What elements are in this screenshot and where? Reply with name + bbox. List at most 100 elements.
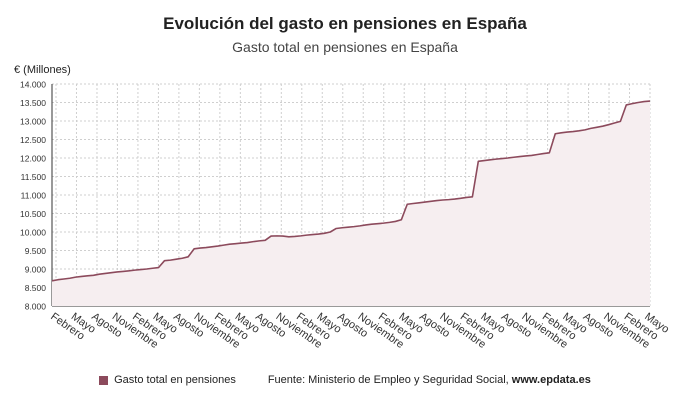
data-point: [116, 271, 118, 273]
data-point: [371, 223, 373, 225]
data-point: [542, 152, 544, 154]
data-point: [442, 199, 444, 201]
data-point: [294, 235, 296, 237]
data-point: [613, 122, 615, 124]
data-point: [157, 266, 159, 268]
data-point: [51, 280, 53, 282]
data-point: [240, 242, 242, 244]
data-point: [507, 157, 509, 159]
data-point: [146, 268, 148, 270]
data-point: [365, 224, 367, 226]
chart-subtitle: Gasto total en pensiones en España: [232, 39, 458, 55]
data-point: [619, 120, 621, 122]
data-point: [524, 155, 526, 157]
data-point: [199, 247, 201, 249]
data-point: [536, 153, 538, 155]
legend-swatch: [99, 375, 109, 385]
data-point: [252, 240, 254, 242]
data-point: [181, 257, 183, 259]
data-point: [110, 272, 112, 274]
data-point: [311, 233, 313, 235]
data-point: [140, 268, 142, 270]
data-point: [104, 272, 106, 274]
y-tick-label: 8.500: [25, 283, 47, 293]
data-point: [412, 202, 414, 204]
data-point: [246, 241, 248, 243]
chart-footer: Gasto total en pensiones Fuente: Ministe…: [0, 372, 690, 388]
data-point: [483, 159, 485, 161]
data-point: [430, 200, 432, 202]
y-tick-label: 12.000: [20, 154, 46, 164]
data-point: [436, 199, 438, 201]
data-point: [465, 196, 467, 198]
data-point: [495, 158, 497, 160]
data-point: [554, 133, 556, 135]
legend-label: Gasto total en pensiones: [114, 374, 236, 386]
data-point: [376, 222, 378, 224]
data-point: [596, 126, 598, 128]
data-point: [382, 222, 384, 224]
data-point: [122, 270, 124, 272]
y-tick-label: 9.500: [25, 246, 47, 256]
data-point: [74, 276, 76, 278]
data-point: [205, 246, 207, 248]
y-tick-label: 14.000: [20, 80, 46, 90]
source-note: Fuente: Ministerio de Empleo y Seguridad…: [268, 374, 591, 386]
data-point: [128, 270, 130, 272]
data-point: [631, 102, 633, 104]
data-point: [270, 235, 272, 237]
y-tick-label: 10.500: [20, 209, 46, 219]
data-point: [418, 202, 420, 204]
data-point: [359, 225, 361, 227]
y-tick-label: 8.000: [25, 302, 47, 312]
data-point: [169, 259, 171, 261]
data-point: [299, 235, 301, 237]
data-point: [519, 155, 521, 157]
data-point: [69, 277, 71, 279]
chart-title: Evolución del gasto en pensiones en Espa…: [163, 14, 527, 33]
data-point: [151, 267, 153, 269]
data-point: [601, 125, 603, 127]
data-point: [584, 129, 586, 131]
data-point: [92, 274, 94, 276]
data-point: [305, 234, 307, 236]
data-point: [163, 259, 165, 261]
data-point: [335, 227, 337, 229]
data-point: [329, 231, 331, 233]
data-point: [572, 130, 574, 132]
y-tick-label: 11.500: [21, 172, 47, 182]
data-point: [643, 100, 645, 102]
data-point: [175, 258, 177, 260]
data-point: [63, 278, 65, 280]
data-point: [258, 240, 260, 242]
data-point: [453, 198, 455, 200]
data-point: [649, 100, 651, 102]
data-point: [86, 275, 88, 277]
data-point: [471, 196, 473, 198]
data-point: [282, 235, 284, 237]
data-point: [288, 236, 290, 238]
data-point: [578, 130, 580, 132]
y-tick-label: 11.000: [21, 191, 47, 201]
data-point: [394, 220, 396, 222]
data-point: [80, 275, 82, 277]
data-point: [217, 245, 219, 247]
data-point: [530, 154, 532, 156]
y-tick-label: 13.500: [20, 98, 46, 108]
data-point: [57, 279, 59, 281]
data-point: [625, 104, 627, 106]
data-point: [347, 226, 349, 228]
data-point: [489, 159, 491, 161]
data-point: [388, 221, 390, 223]
data-point: [513, 156, 515, 158]
data-point: [317, 233, 319, 235]
y-axis-label: € (Millones): [14, 64, 71, 76]
series-line: [51, 100, 651, 282]
data-point: [264, 239, 266, 241]
data-point: [560, 132, 562, 134]
data-point: [211, 246, 213, 248]
y-tick-label: 9.000: [25, 265, 47, 275]
data-point: [234, 242, 236, 244]
data-point: [98, 273, 100, 275]
